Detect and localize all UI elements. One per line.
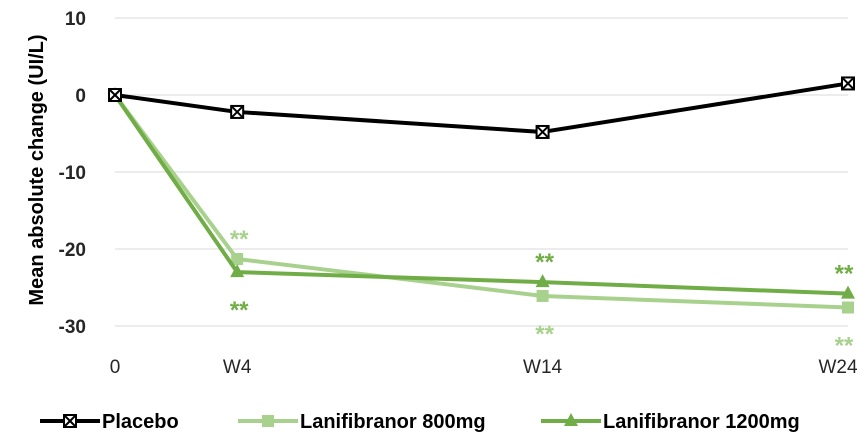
- series-line: [114, 81, 849, 134]
- y-tick-label: 0: [75, 86, 86, 107]
- data-point: [535, 124, 550, 139]
- legend-label: Lanifibranor 800mg: [300, 411, 486, 433]
- gridlines: [115, 17, 848, 327]
- x-axis-ticks: 0 W4 W14 W24: [110, 357, 858, 378]
- y-axis-label: Mean absolute change (UI/L): [26, 34, 48, 305]
- data-point: [535, 274, 550, 288]
- data-point: [230, 104, 245, 119]
- legend-item: Placebo: [40, 411, 179, 433]
- legend-label: Placebo: [102, 411, 179, 433]
- significance-marker: **: [835, 261, 854, 288]
- data-point: [231, 253, 244, 266]
- series-group: [108, 76, 855, 314]
- y-tick-label: 10: [65, 9, 86, 30]
- x-tick-label: W24: [818, 357, 858, 378]
- legend-label: Lanifibranor 1200mg: [603, 411, 800, 433]
- legend-marker: [262, 415, 274, 427]
- x-tick-label: W14: [523, 357, 563, 378]
- data-point: [842, 301, 854, 314]
- series-placebo: [108, 76, 855, 139]
- series-line: [113, 93, 849, 296]
- significance-marker: **: [835, 333, 854, 360]
- significance-marker: **: [230, 226, 249, 253]
- significance-marker: **: [230, 297, 249, 324]
- y-axis-ticks: 10 0 -10 -20 -30: [59, 9, 86, 338]
- significance-marker: **: [535, 249, 554, 276]
- data-point: [536, 289, 549, 302]
- data-point: [841, 76, 855, 91]
- legend-marker: [63, 414, 77, 428]
- significance-marker: **: [535, 321, 554, 348]
- legend-item: Lanifibranor 1200mg: [541, 411, 800, 433]
- y-tick-label: -20: [59, 240, 86, 261]
- x-tick-label: 0: [110, 357, 121, 378]
- legend: Placebo Lanifibranor 800mg Lanifibranor 12…: [40, 411, 800, 433]
- data-point: [841, 285, 855, 299]
- y-tick-label: -30: [59, 317, 86, 338]
- series-lanifibranor-1200mg: [108, 87, 855, 299]
- x-tick-label: W4: [223, 357, 252, 378]
- y-tick-label: -10: [59, 163, 86, 184]
- legend-item: Lanifibranor 800mg: [238, 411, 486, 433]
- data-point: [230, 264, 245, 278]
- data-point: [108, 88, 122, 102]
- significance-annotations: ** ** ** ** ** **: [230, 226, 854, 360]
- legend-marker: [564, 413, 578, 426]
